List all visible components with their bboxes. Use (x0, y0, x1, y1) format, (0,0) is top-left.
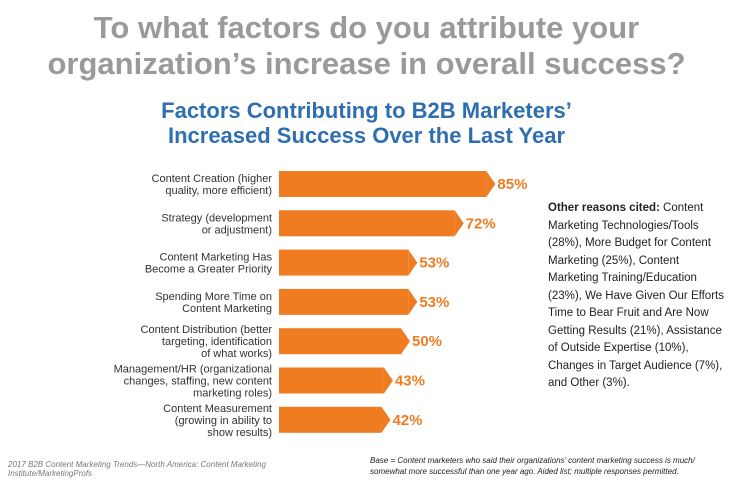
bar-tip-4 (401, 328, 410, 355)
value-label-0: 85% (497, 176, 527, 193)
bar-tip-1 (454, 210, 464, 237)
bar-tip-3 (408, 288, 418, 315)
headline-line-1: To what factors do you attribute your (93, 10, 640, 45)
category-label-2: Content Marketing Has Become a Greater Pr… (145, 252, 273, 276)
value-label-2: 53% (419, 255, 449, 272)
bar-4 (279, 328, 401, 355)
source-citation: 2017 B2B Content Marketing Trends—North … (8, 460, 266, 478)
other-reasons-note: Other reasons cited: Content Marketing T… (548, 200, 726, 393)
value-label-5: 43% (395, 373, 425, 390)
bar-6 (279, 406, 382, 433)
bar-tip-0 (486, 171, 496, 197)
category-label-3: Spending More Time on Content Marketing (155, 291, 272, 315)
bar-tip-6 (381, 406, 391, 433)
bar-tip-5 (383, 367, 393, 394)
value-label-6: 42% (392, 412, 422, 429)
bar-5 (279, 367, 384, 394)
category-label-1: Strategy (development or adjustment) (161, 212, 272, 236)
other-reasons-text: Content Marketing Technologies/Tools (28… (548, 202, 724, 389)
bar-3 (279, 288, 409, 315)
chart-title-line-2: Increased Success Over the Last Year (167, 123, 566, 148)
bar-0 (279, 171, 487, 197)
other-reasons-lead: Other reasons cited: (548, 202, 660, 214)
category-label-0: Content Creation (higher quality, more ef… (152, 173, 273, 197)
base-note-line-2: somewhat more successful than one year a… (370, 467, 679, 476)
bar-tip-2 (408, 249, 418, 276)
bar-2 (279, 249, 409, 276)
value-label-4: 50% (412, 333, 442, 350)
value-label-1: 72% (466, 215, 496, 232)
base-note: Base = Content marketers who said their … (370, 455, 730, 477)
chart-title: Factors Contributing to B2B Marketers’ I… (0, 98, 733, 148)
category-label-6: Content Measurement (growing in ability t… (163, 403, 272, 439)
headline-line-2: organization’s increase in overall succe… (47, 46, 686, 81)
bar-1 (279, 210, 455, 237)
chart-title-line-1: Factors Contributing to B2B Marketers’ (161, 98, 572, 123)
value-label-3: 53% (419, 294, 449, 311)
category-label-4: Content Distribution (better targeting, i… (141, 324, 273, 360)
category-label-5: Management/HR (organizational changes, st… (114, 364, 272, 400)
base-note-line-1: Base = Content marketers who said their … (370, 456, 695, 465)
headline: To what factors do you attribute your or… (0, 10, 733, 82)
